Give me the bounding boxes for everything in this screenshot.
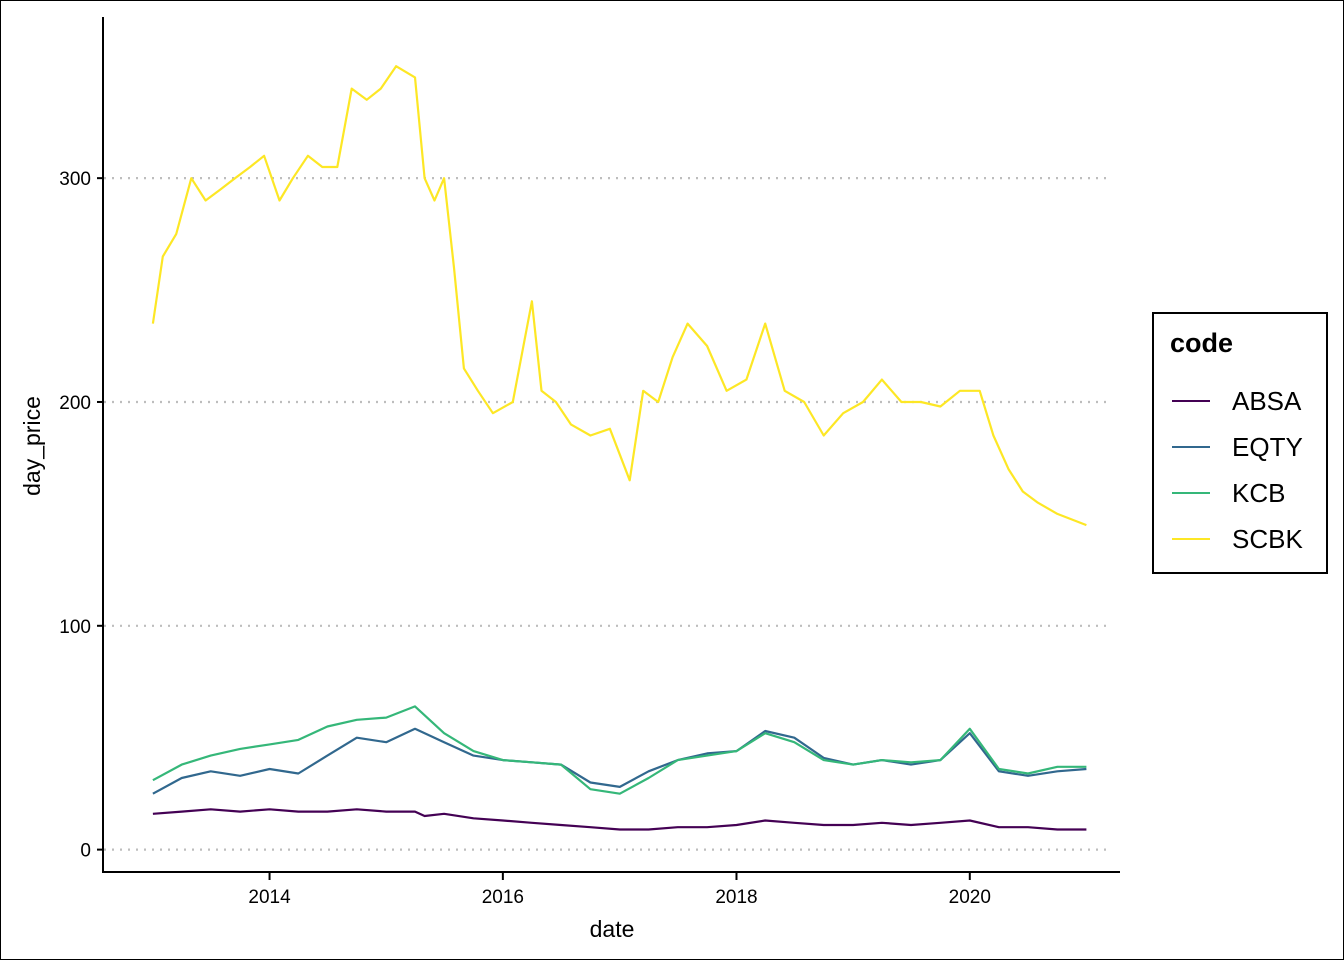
x-tick-label-2016: 2016: [482, 887, 524, 908]
legend-item-scbk: SCBK: [1172, 524, 1322, 554]
y-tick-label-100: 100: [59, 617, 91, 638]
gridlines: [104, 177, 1112, 851]
series-line-absa: [152, 808, 1087, 831]
x-axis-ticks: 2014 2016 2018 2020: [248, 873, 991, 908]
series-line-eqty: [152, 727, 1087, 795]
series-line-scbk: [151, 65, 1087, 527]
legend-item-eqty: EQTY: [1172, 432, 1322, 462]
series-lines: [151, 65, 1087, 831]
legend-label-scbk: SCBK: [1232, 524, 1303, 554]
legend-label-eqty: EQTY: [1232, 432, 1303, 462]
legend-label-absa: ABSA: [1232, 386, 1302, 416]
legend: code ABSA EQTY KCB SCBK: [1152, 312, 1328, 574]
y-tick-label-200: 200: [59, 393, 91, 414]
series-line-kcb: [152, 705, 1087, 795]
x-tick-label-2014: 2014: [248, 887, 291, 908]
legend-key-absa: [1172, 400, 1210, 402]
y-tick-label-300: 300: [59, 169, 91, 190]
y-axis-ticks: 0 100 200 300: [59, 169, 103, 862]
y-tick-label-0: 0: [80, 841, 91, 862]
x-tick-label-2018: 2018: [715, 887, 757, 908]
legend-label-kcb: KCB: [1232, 478, 1286, 508]
legend-key-kcb: [1172, 492, 1210, 494]
legend-item-kcb: KCB: [1172, 478, 1322, 508]
legend-key-scbk: [1172, 538, 1210, 540]
legend-key-eqty: [1172, 446, 1210, 448]
x-tick-label-2020: 2020: [949, 887, 991, 908]
legend-item-absa: ABSA: [1172, 386, 1322, 416]
y-axis-title: day_price: [19, 396, 45, 496]
legend-title: code: [1170, 328, 1234, 358]
x-axis-title: date: [590, 916, 635, 942]
